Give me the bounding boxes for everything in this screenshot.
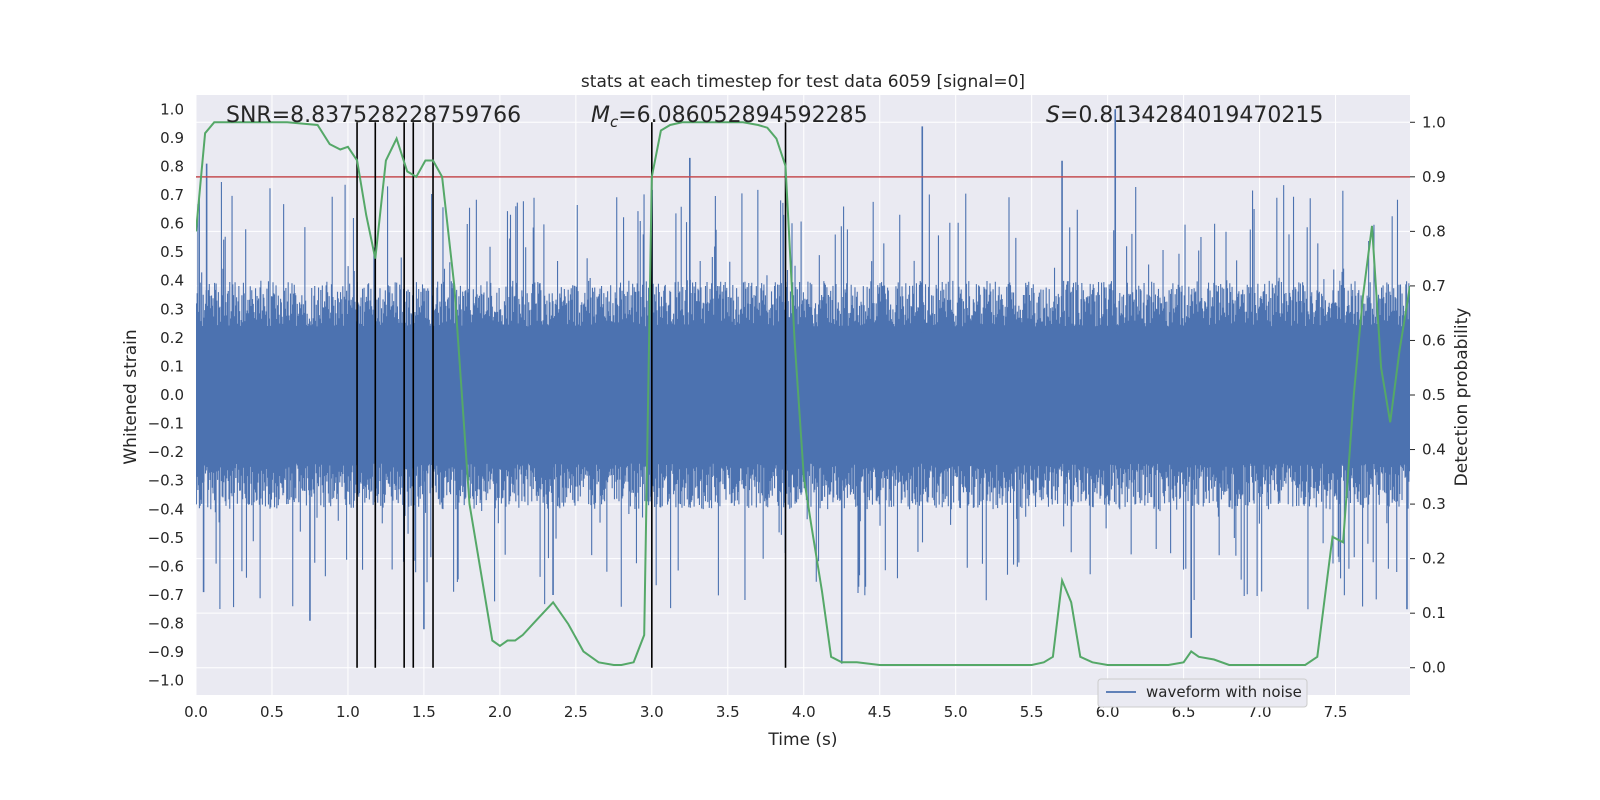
- y-tick-label: −0.3: [148, 472, 184, 490]
- y-tick-label: 0.8: [160, 157, 184, 175]
- x-tick-label: 3.0: [640, 703, 664, 721]
- waveform-with-noise-series: [196, 109, 1410, 664]
- y-tick-label: −0.2: [148, 443, 184, 461]
- x-tick-label: 1.5: [412, 703, 436, 721]
- score-annotation: S=0.8134284019470215: [1046, 103, 1323, 128]
- y-axis-right-label: Detection probability: [1452, 308, 1472, 487]
- y-right-tick-label: 0.7: [1422, 277, 1446, 295]
- y-right-tick-label: 0.6: [1422, 331, 1446, 349]
- x-tick-label: 0.5: [260, 703, 284, 721]
- y-right-tick-label: 0.4: [1422, 441, 1446, 459]
- y-tick-label: 0.7: [160, 186, 184, 204]
- chirp-mass-subscript: c: [610, 113, 619, 131]
- y-tick-label: 0.0: [160, 386, 184, 404]
- x-tick-label: 7.5: [1324, 703, 1348, 721]
- chart-title: stats at each timestep for test data 605…: [581, 72, 1025, 92]
- y-tick-label: 1.0: [160, 100, 184, 118]
- y-tick-label: 0.9: [160, 129, 184, 147]
- y-right-tick-label: 1.0: [1422, 113, 1446, 131]
- y-axis-label: Whitened strain: [121, 329, 141, 464]
- x-tick-label: 5.5: [1020, 703, 1044, 721]
- y-tick-label: 0.3: [160, 300, 184, 318]
- detection-probability-series: [196, 121, 1410, 666]
- y-right-tick-label: 0.3: [1422, 495, 1446, 513]
- x-axis-ticks: 0.0 0.5 1.0 1.5 2.0 2.5 3.0 3.5 4.0 4.5 5.0 5.5 6.0 6…: [184, 703, 1347, 721]
- y-right-tick-label: 0.1: [1422, 604, 1446, 622]
- legend: waveform with noise: [1097, 678, 1308, 708]
- y-right-tick-label: 0.5: [1422, 386, 1446, 404]
- y-tick-label: 0.6: [160, 215, 184, 233]
- y-tick-label: −0.9: [148, 643, 184, 661]
- y-tick-label: −0.4: [148, 500, 184, 518]
- y-axis-ticks: 1.0 0.9 0.8 0.7 0.6 0.5 0.4 0.3 0.2 0.1 0.0 −0.1 −0.…: [148, 100, 184, 689]
- y-tick-label: 0.1: [160, 357, 184, 375]
- detection-probability-line: [196, 121, 1410, 666]
- y-tick-label: −0.7: [148, 586, 184, 604]
- x-axis-label: Time (s): [767, 730, 837, 750]
- vertical-markers: [356, 122, 787, 668]
- y-right-tick-label: 0.2: [1422, 550, 1446, 568]
- y-tick-label: −1.0: [148, 672, 184, 690]
- y-tick-label: −0.6: [148, 557, 184, 575]
- x-tick-label: 0.0: [184, 703, 208, 721]
- y-right-tick-label: 0.9: [1422, 168, 1446, 186]
- y-right-tick-label: 0.8: [1422, 222, 1446, 240]
- x-tick-label: 4.5: [868, 703, 892, 721]
- x-tick-label: 2.0: [488, 703, 512, 721]
- score-value: =0.8134284019470215: [1060, 103, 1323, 128]
- y-tick-label: −0.5: [148, 529, 184, 547]
- y-axis-right-ticks: 1.0 0.9 0.8 0.7 0.6 0.5 0.4 0.3 0.2 0.1 0.0: [1410, 113, 1446, 677]
- y-tick-label: 0.5: [160, 243, 184, 261]
- x-tick-label: 3.5: [716, 703, 740, 721]
- chirp-mass-value: =6.086052894592285: [618, 103, 867, 128]
- y-tick-label: −0.8: [148, 615, 184, 633]
- legend-label: waveform with noise: [1146, 683, 1302, 701]
- waveform-noise-core: [196, 332, 1410, 458]
- y-tick-label: −0.1: [148, 415, 184, 433]
- snr-annotation: SNR=8.837528228759766: [226, 103, 521, 128]
- y-right-tick-label: 0.0: [1422, 659, 1446, 677]
- x-tick-label: 2.5: [564, 703, 588, 721]
- x-tick-label: 1.0: [336, 703, 360, 721]
- chirp-mass-annotation: Mc=6.086052894592285: [591, 103, 868, 131]
- y-tick-label: 0.2: [160, 329, 184, 347]
- chirp-mass-symbol: M: [591, 103, 610, 128]
- legend-box: [1097, 678, 1308, 708]
- score-symbol: S: [1046, 103, 1060, 128]
- x-tick-label: 4.0: [792, 703, 816, 721]
- x-tick-label: 5.0: [944, 703, 968, 721]
- y-tick-label: 0.4: [160, 272, 184, 290]
